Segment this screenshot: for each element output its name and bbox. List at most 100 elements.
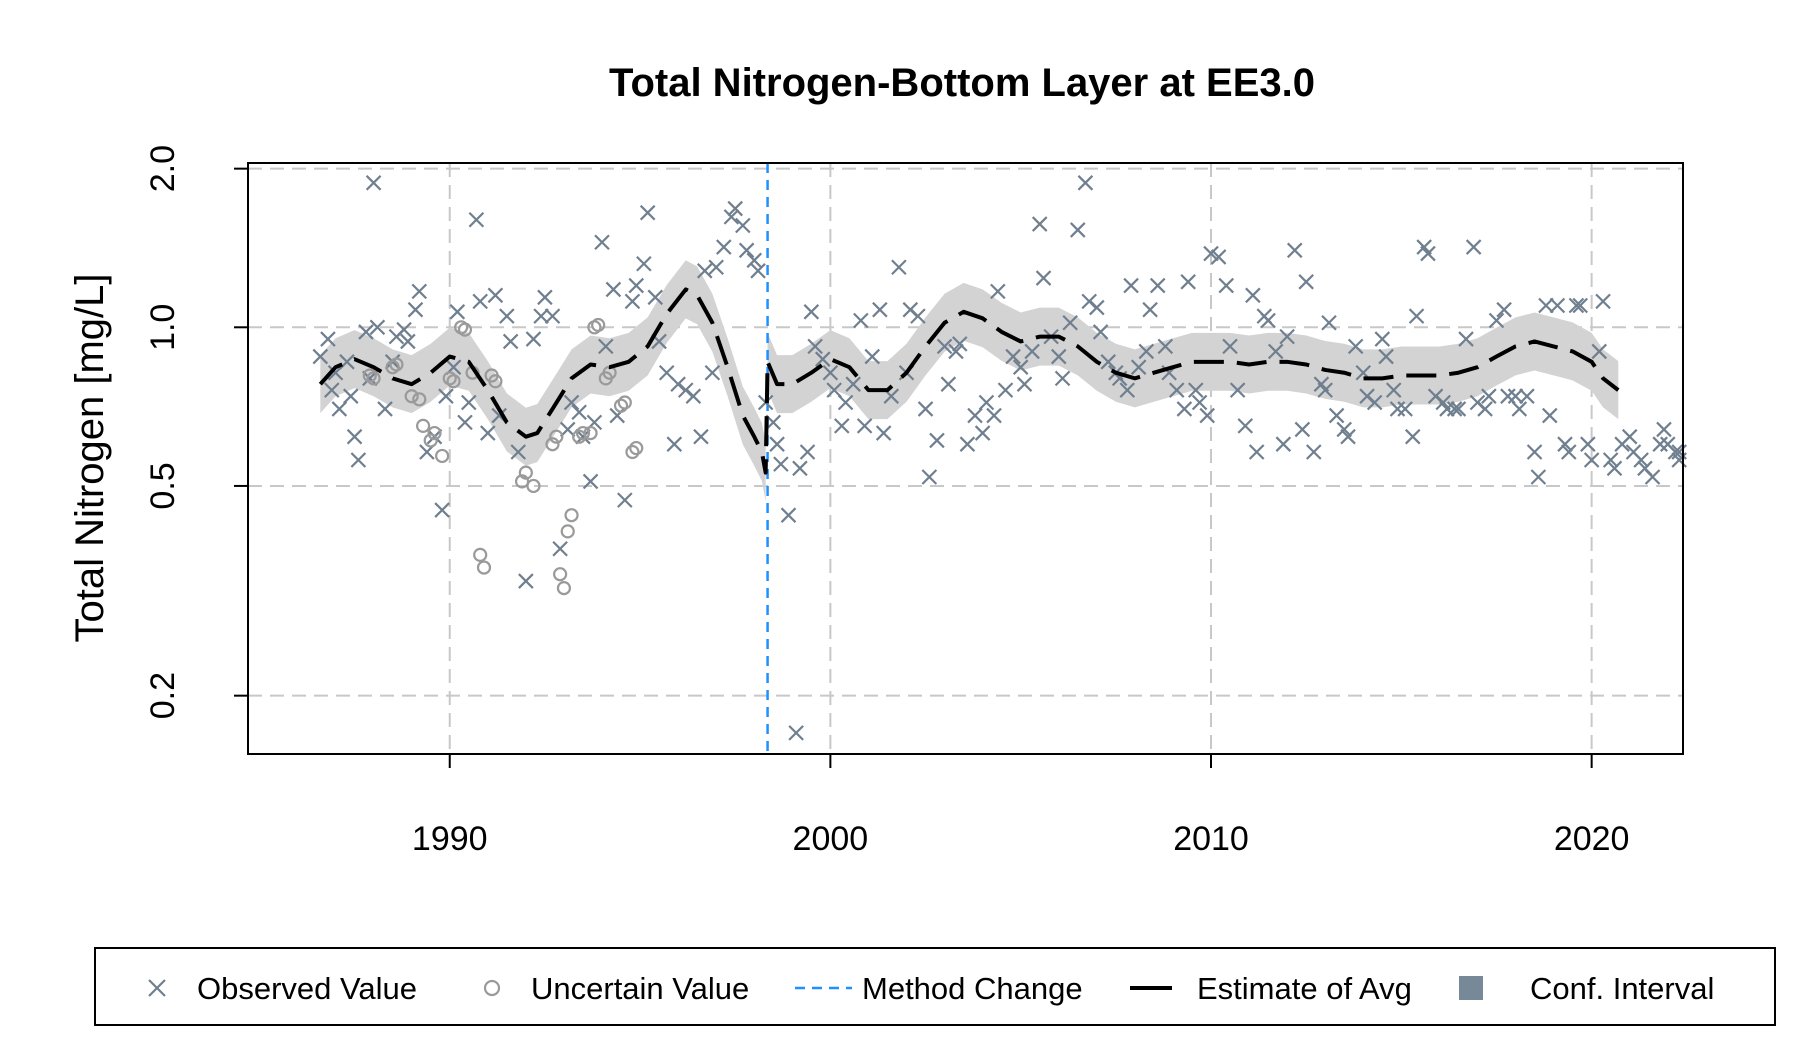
observed-point-stroke [1557,436,1573,452]
observed-point-stroke [460,394,477,411]
observed-point-stroke [658,364,675,381]
legend-label: Uncertain Value [531,971,749,1006]
observed-point [696,263,713,279]
observed-point [400,333,416,350]
observed-point [1119,382,1136,398]
observed-point-stroke [1306,444,1322,460]
observed-point-stroke [1416,239,1432,255]
observed-point-stroke [769,436,785,452]
legend-label: Observed Value [197,971,417,1006]
observed-point-stroke [959,436,976,452]
uncertain-point [366,371,381,386]
observed-point-stroke [704,364,721,381]
observed-point-stroke [552,540,568,557]
observed-point [990,283,1006,300]
observed-point-stroke [1408,308,1425,324]
legend-box [94,947,1776,1026]
observed-point [1306,444,1322,460]
observed-point-stroke [1385,382,1402,398]
uncertain-point [629,440,644,456]
observed-point [537,289,553,306]
observed-point-stroke [666,436,683,452]
observed-point-stroke [1355,364,1372,381]
observed-point-stroke [997,382,1014,398]
observed-point [1336,421,1353,438]
observed-point [834,418,850,434]
observed-point-stroke [1541,407,1558,424]
observed-point-stroke [1656,421,1672,438]
observed-point [434,502,450,518]
observed-point-stroke [407,301,424,318]
observed-point-stroke [845,376,861,392]
observed-point [1279,328,1295,345]
observed-point-stroke [837,394,854,411]
observed-point-stroke [1602,452,1619,468]
observed-point [765,414,782,431]
uncertain-point [446,374,461,389]
observed-point-stroke [1321,314,1337,331]
observed-point-stroke [1439,401,1455,417]
observed-point [803,304,820,320]
observed-point-stroke [502,333,519,350]
uncertain-point [412,392,427,407]
observed-point [1465,239,1482,255]
observed-point [978,394,995,411]
observed-point-stroke [1237,418,1254,434]
legend-label: Method Change [862,971,1083,1006]
observed-point [365,175,382,191]
observed-point [1275,436,1292,452]
observed-point [449,304,466,320]
observed-point-stroke [1294,421,1311,438]
observed-point-stroke [1123,277,1139,294]
observed-point [1526,444,1543,460]
observed-point [617,492,633,508]
observed-point-stroke [617,492,633,508]
observed-point-stroke [1580,436,1596,452]
observed-point-stroke [978,394,995,411]
observed-point [487,287,504,304]
observed-point-stroke [1100,354,1117,370]
observed-point-stroke [1313,376,1330,392]
observed-point-stroke [788,725,804,741]
observed-point-stroke [872,301,888,318]
observed-point [997,382,1014,398]
observed-point-stroke [1366,394,1383,411]
observed-point [1519,388,1535,404]
observed-point-stroke [1644,469,1661,485]
observed-point-stroke [1446,401,1463,417]
observed-point [1267,343,1284,360]
observed-point-stroke [780,507,797,523]
observed-point-stroke [936,338,953,355]
observed-point [986,407,1002,424]
uncertain-point [564,508,579,523]
legend-item: Method Change [795,971,1083,1006]
observed-point [1050,348,1067,365]
observed-point [704,364,721,381]
observed-point [594,234,610,251]
legend-observed-symbol [148,979,166,997]
observed-point [1100,354,1117,370]
observed-point-stroke [1092,324,1109,340]
observed-point-stroke [716,239,732,255]
observed-point [1404,428,1421,445]
observed-point-stroke [1458,331,1474,347]
observed-point-stroke [582,473,599,490]
observed-point [1016,376,1033,392]
x-tick-label: 1990 [412,820,488,858]
observed-point-stroke [647,289,664,306]
observed-point-stroke [1595,293,1611,310]
observed-point [845,376,861,392]
observed-point-stroke [735,217,751,234]
observed-point [605,281,622,298]
observed-point [1541,407,1558,424]
observed-point [864,348,881,365]
uncertain-point [549,429,564,444]
observed-point [1572,297,1589,314]
observed-point-stroke [1012,359,1029,375]
observed-point [552,540,568,557]
observed-point-stroke [1507,388,1524,404]
observed-point [1222,338,1238,355]
observed-point-stroke [1245,287,1261,304]
observed-point [929,432,945,449]
